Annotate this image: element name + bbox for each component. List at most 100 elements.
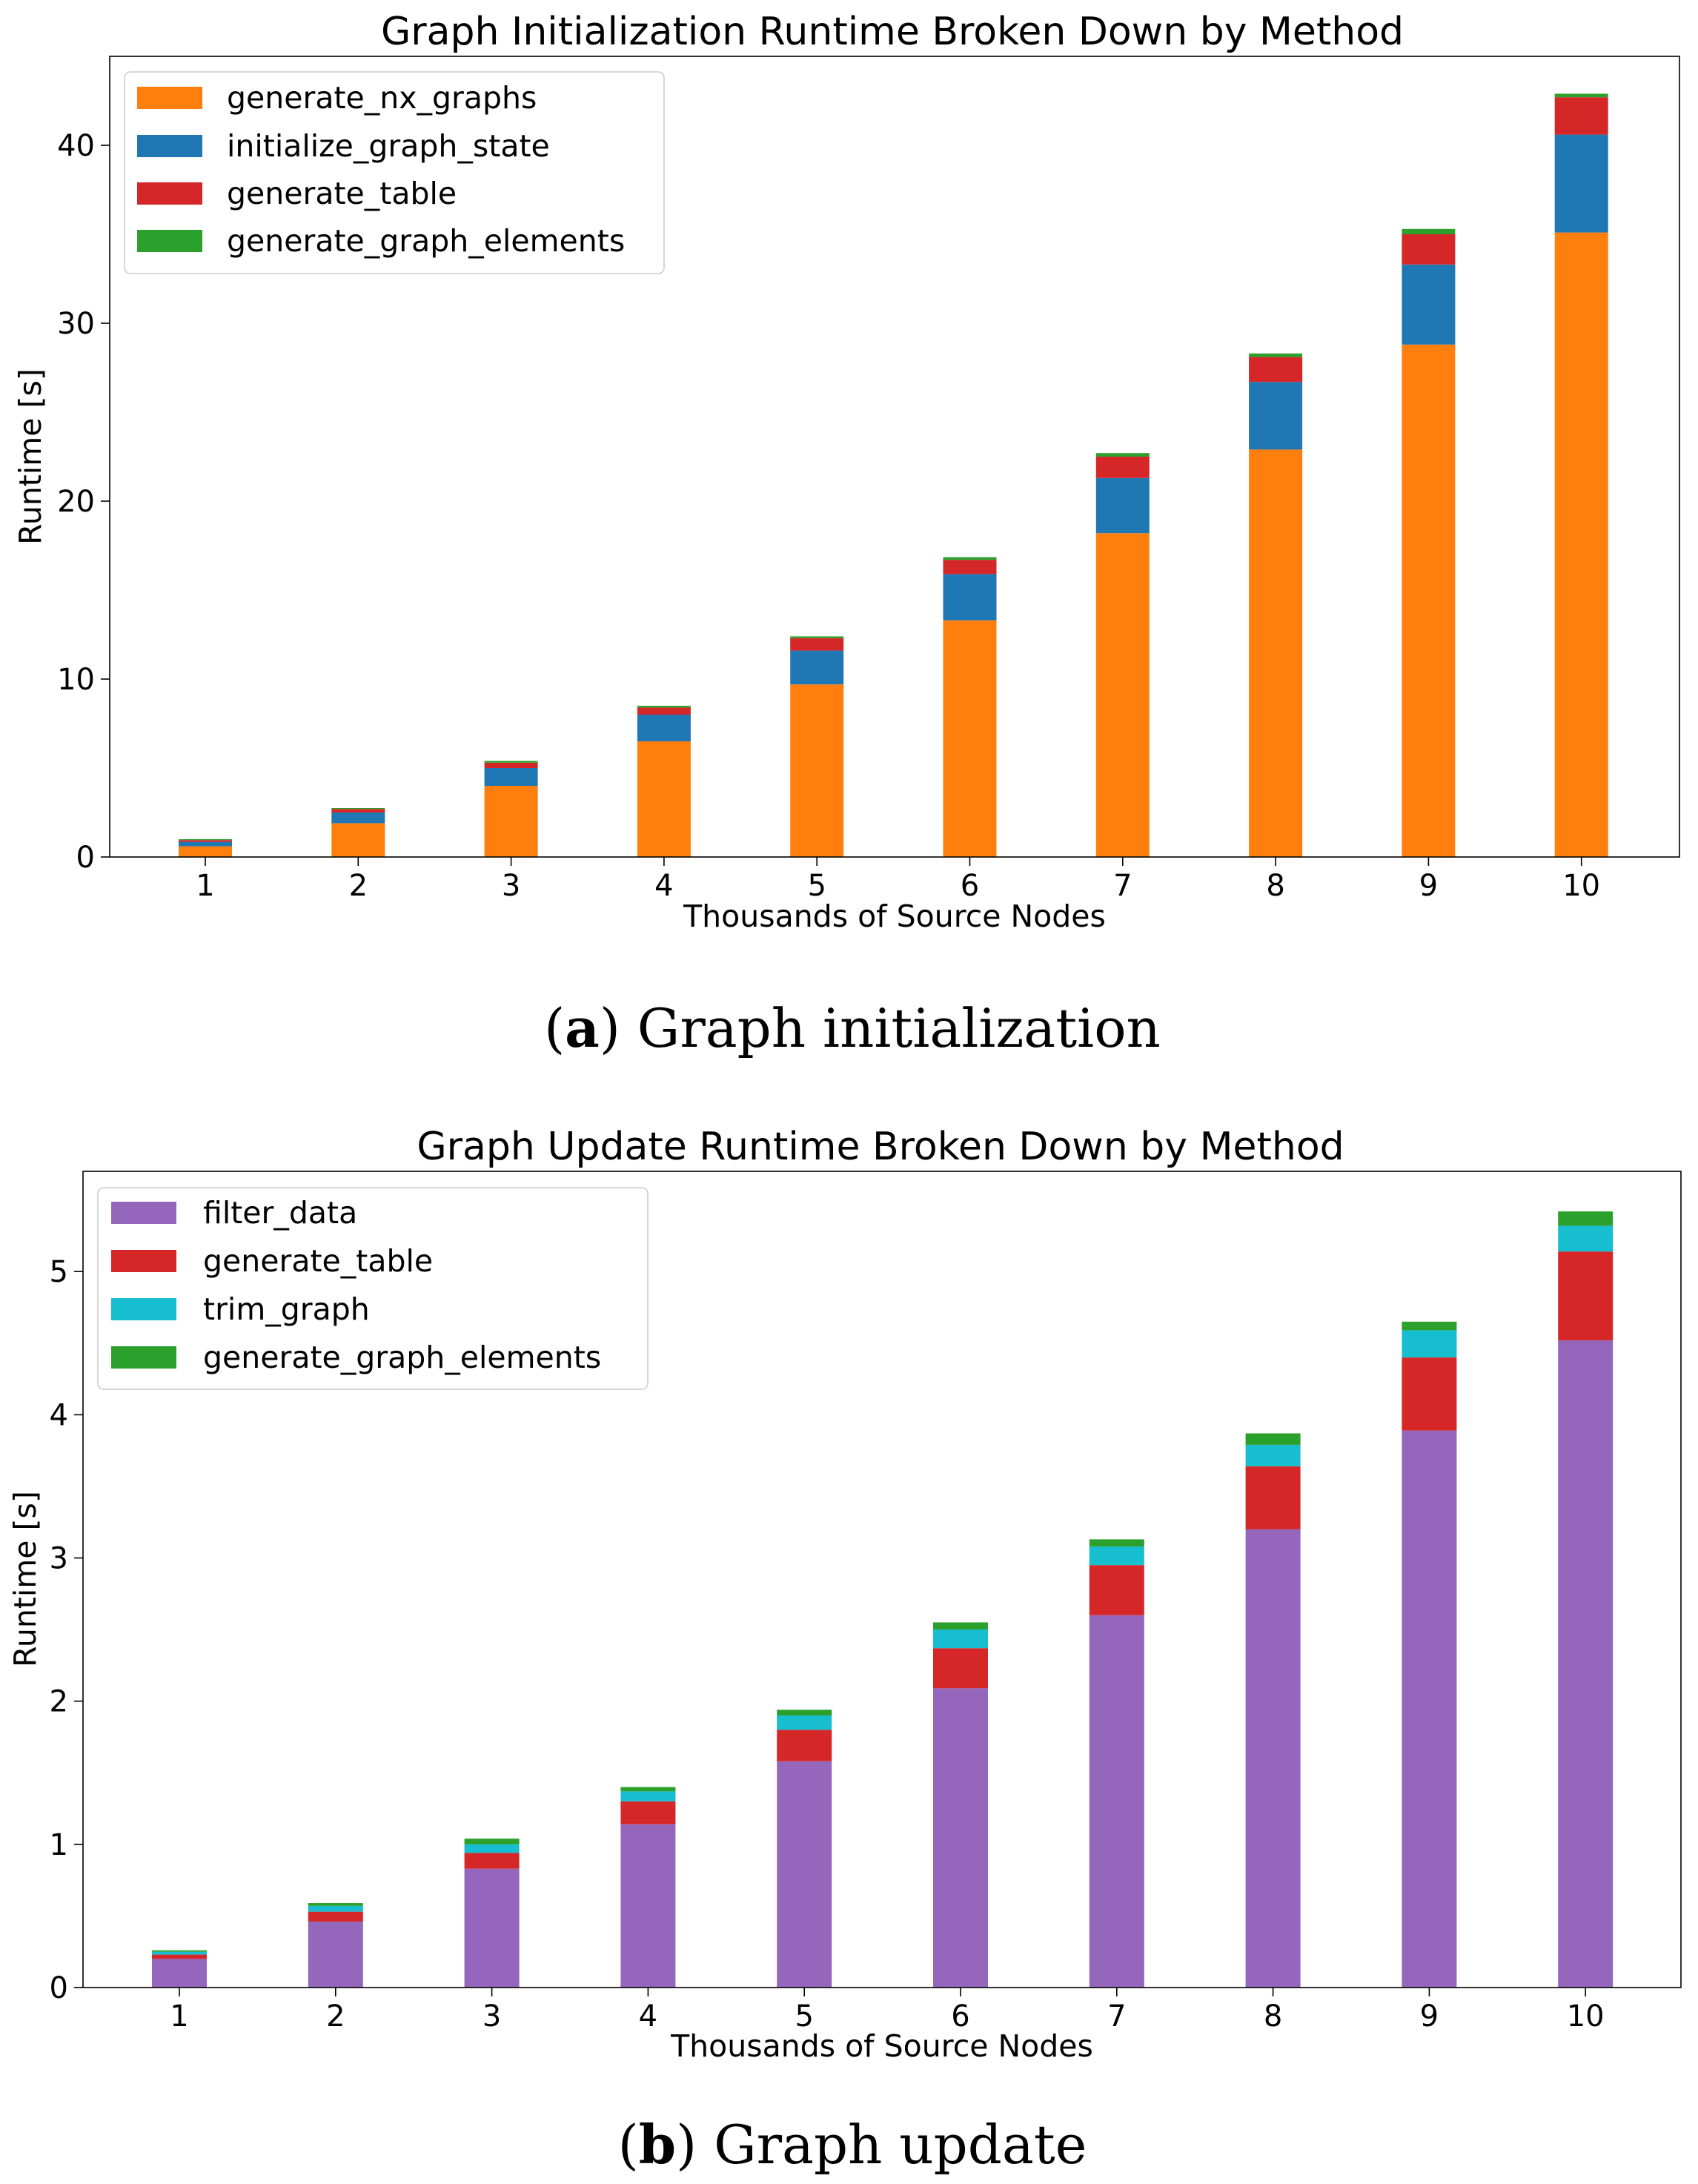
- bar-initialize-graph-state-2: [331, 813, 385, 824]
- chart-a: Graph Initialization Runtime Broken Down…: [13, 10, 1680, 1059]
- legend-label-generate-table-b: generate_table: [203, 1243, 433, 1279]
- bar-trim-graph-3: [464, 1844, 520, 1853]
- bar-generate-nx-graphs-10: [1554, 232, 1608, 858]
- bar-generate-nx-graphs-6: [943, 620, 997, 857]
- legend-swatch-generate-graph-elements: [137, 230, 202, 252]
- chart-a-title: Graph Initialization Runtime Broken Down…: [381, 10, 1404, 54]
- x-tick-label: 7: [1113, 869, 1132, 903]
- x-tick-label: 6: [951, 1999, 969, 2034]
- bar-filter-data-9: [1402, 1430, 1457, 1988]
- chart-a-x-label: Thousands of Source Nodes: [683, 899, 1106, 934]
- chart-a-legend: generate_nx_graphs initialize_graph_stat…: [124, 71, 665, 274]
- chart-b-x-label: Thousands of Source Nodes: [670, 2028, 1093, 2064]
- bar-trim-graph-5: [777, 1715, 832, 1730]
- x-tick-label: 4: [654, 869, 673, 903]
- bar-generate-graph-elements-9: [1402, 1321, 1457, 1331]
- legend-swatch-generate-graph-elements-b: [111, 1346, 176, 1369]
- chart-a-plot-area: [109, 56, 1680, 858]
- chart-b-legend-box: [97, 1187, 649, 1390]
- chart-b-y-label: Runtime [s]: [7, 1491, 43, 1667]
- x-tick-label: 7: [1107, 1999, 1126, 2034]
- legend-label-generate-graph-elements: generate_graph_elements: [227, 223, 625, 259]
- bar-generate-graph-elements-6: [943, 557, 997, 560]
- bar-generate-table-4: [637, 707, 691, 715]
- chart-a-caption-letter: a: [565, 996, 600, 1059]
- bar-trim-graph-6: [933, 1629, 988, 1649]
- y-tick-label: 40: [57, 129, 95, 163]
- bar-generate-nx-graphs-1: [179, 846, 232, 857]
- bar-trim-graph-7: [1089, 1546, 1144, 1566]
- bar-generate-graph-elements-3: [464, 1839, 520, 1844]
- x-tick-label: 10: [1567, 1999, 1605, 2034]
- bar-generate-graph-elements-7: [1089, 1539, 1144, 1547]
- bar-filter-data-7: [1089, 1615, 1144, 1988]
- x-tick-label: 9: [1420, 1999, 1439, 2034]
- bar-filter-data-6: [933, 1688, 988, 1988]
- bar-initialize-graph-state-10: [1554, 134, 1608, 233]
- bar-generate-nx-graphs-7: [1095, 533, 1150, 857]
- x-tick-label: 8: [1264, 1999, 1282, 2034]
- bar-initialize-graph-state-7: [1095, 477, 1150, 534]
- y-tick-label: 3: [50, 1542, 68, 1576]
- bar-filter-data-5: [777, 1761, 832, 1988]
- bar-initialize-graph-state-9: [1402, 264, 1456, 345]
- chart-b: Graph Update Runtime Broken Down by Meth…: [7, 1125, 1682, 2176]
- bar-generate-nx-graphs-8: [1249, 449, 1303, 857]
- chart-a-bars: [179, 93, 1608, 858]
- bar-initialize-graph-state-6: [943, 574, 997, 621]
- bar-initialize-graph-state-1: [179, 841, 232, 847]
- bar-initialize-graph-state-5: [790, 650, 844, 685]
- bar-generate-graph-elements-2: [308, 1903, 363, 1906]
- bar-trim-graph-1: [152, 1951, 207, 1955]
- bar-generate-graph-elements-8: [1245, 1433, 1301, 1445]
- bar-generate-table-5: [790, 638, 844, 651]
- bar-generate-table-1: [179, 840, 232, 842]
- x-tick-label: 3: [502, 869, 520, 903]
- chart-b-x-ticks: 1 2 3 4 5 6 7 8 9 10: [170, 1988, 1605, 2034]
- legend-swatch-generate-table-b: [111, 1250, 176, 1272]
- bar-generate-table-8: [1249, 357, 1303, 383]
- y-tick-label: 0: [76, 841, 95, 875]
- bar-generate-graph-elements-4: [637, 706, 691, 708]
- chart-b-caption: (b) Graph update: [618, 2113, 1087, 2176]
- legend-swatch-trim-graph: [111, 1298, 176, 1320]
- y-tick-label: 5: [50, 1255, 68, 1289]
- y-tick-label: 20: [57, 485, 95, 519]
- chart-a-legend-box: [124, 71, 665, 274]
- x-tick-label: 10: [1562, 869, 1600, 903]
- legend-label-filter-data: filter_data: [203, 1195, 357, 1231]
- x-tick-label: 1: [170, 1999, 188, 2034]
- y-tick-label: 10: [57, 663, 95, 697]
- bar-generate-table-10: [1558, 1251, 1614, 1340]
- y-tick-label: 4: [50, 1398, 68, 1432]
- legend-swatch-initialize-graph-state: [137, 135, 202, 157]
- x-tick-label: 1: [196, 869, 214, 903]
- bar-generate-graph-elements-1: [152, 1950, 207, 1952]
- legend-label-trim-graph: trim_graph: [203, 1291, 370, 1327]
- bar-filter-data-8: [1245, 1529, 1301, 1988]
- bar-generate-table-9: [1402, 1357, 1457, 1431]
- bar-filter-data-10: [1558, 1340, 1614, 1988]
- chart-a-y-ticks: 0 10 20 30 40: [57, 129, 110, 875]
- bar-generate-table-9: [1402, 234, 1456, 265]
- legend-swatch-filter-data: [111, 1202, 176, 1224]
- bar-generate-table-10: [1554, 97, 1608, 135]
- legend-swatch-generate-nx-graphs: [137, 87, 202, 109]
- x-tick-label: 4: [639, 1999, 657, 2034]
- bar-initialize-graph-state-8: [1249, 382, 1303, 450]
- x-tick-label: 5: [795, 1999, 813, 2034]
- y-tick-label: 1: [50, 1828, 68, 1862]
- bar-generate-graph-elements-1: [179, 839, 232, 841]
- bar-generate-graph-elements-4: [620, 1787, 676, 1792]
- bar-trim-graph-10: [1558, 1225, 1614, 1252]
- bar-generate-nx-graphs-2: [331, 823, 385, 857]
- x-tick-label: 8: [1266, 869, 1284, 903]
- bar-generate-graph-elements-5: [777, 1710, 832, 1715]
- bar-generate-table-7: [1095, 457, 1150, 478]
- bar-filter-data-3: [464, 1868, 520, 1988]
- bar-trim-graph-2: [308, 1905, 363, 1912]
- chart-a-x-ticks: 1 2 3 4 5 6 7 8 9 10: [196, 857, 1600, 903]
- chart-b-legend: filter_data generate_table trim_graph ge…: [97, 1187, 649, 1390]
- bar-trim-graph-4: [620, 1791, 676, 1801]
